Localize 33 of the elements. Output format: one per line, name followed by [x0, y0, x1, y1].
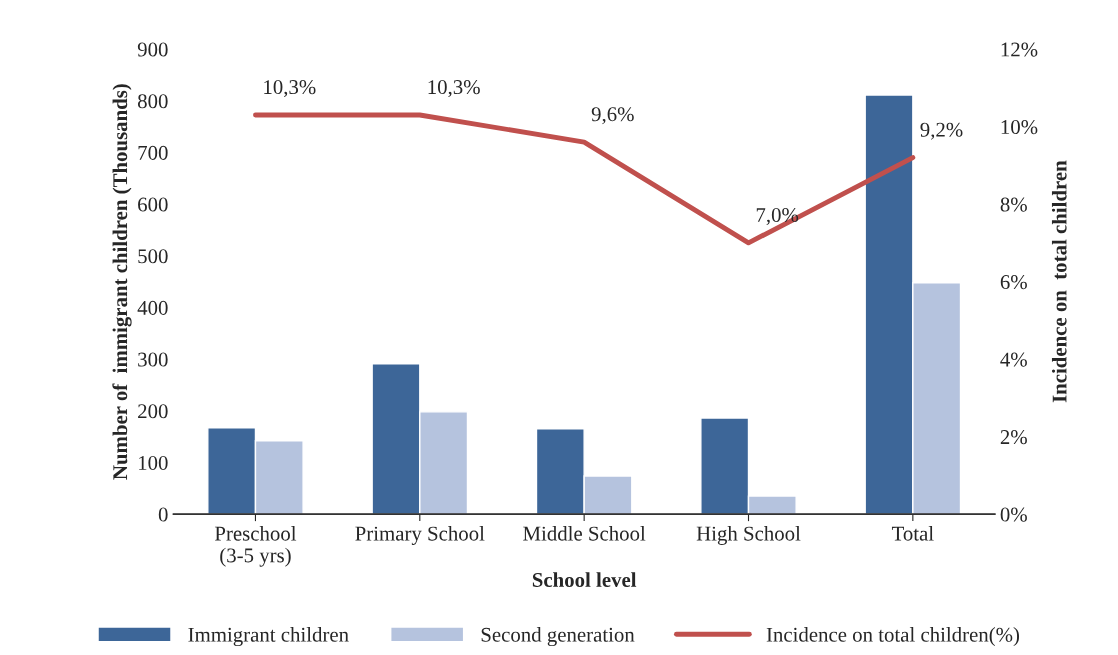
x-tick-label: Middle School: [523, 525, 646, 541]
y-tick-label: 800: [137, 94, 168, 109]
x-tick-label: Preschool (3-5 yrs): [214, 525, 297, 567]
y2-tick-label: 10%: [1001, 120, 1038, 135]
y-tick-label: 200: [138, 404, 168, 419]
y-tick-label: 600: [138, 197, 168, 212]
y-tick-label: 300: [138, 352, 168, 367]
data-label: 9,6%: [591, 107, 634, 125]
y-tick-label: 700: [138, 145, 168, 160]
x-tick-label: Primary School: [355, 525, 485, 545]
data-label: 10,3%: [264, 80, 316, 98]
y-axis-title: Number of immigrant children (Thousands): [112, 84, 132, 480]
legend-label: Immigrant children: [188, 627, 349, 647]
data-label: 10,3%: [428, 80, 480, 98]
y-tick-label: 100: [139, 455, 168, 470]
y-tick-label: 0: [158, 507, 168, 522]
y2-tick-label: 4%: [1000, 352, 1027, 367]
legend-label: Second generation: [481, 627, 635, 647]
x-tick-label: High School: [696, 525, 801, 545]
y2-axis-title: Incidence on total children: [1051, 160, 1067, 403]
y-tick-label: 400: [137, 300, 168, 315]
data-label: 7,0%: [756, 207, 799, 225]
y2-tick-label: 8%: [1000, 197, 1027, 212]
y-tick-label: 500: [138, 249, 168, 264]
y2-tick-label: 0%: [1000, 507, 1027, 522]
legend-label: Incidence on total children(%): [766, 627, 1020, 647]
data-label: 9,2%: [920, 122, 963, 140]
y2-tick-label: 6%: [1000, 275, 1027, 290]
x-tick-label: Total: [891, 525, 934, 541]
y2-tick-label: 2%: [1000, 430, 1027, 445]
x-axis-title: School level: [532, 572, 637, 587]
y2-tick-label: 12%: [1001, 42, 1038, 57]
y-tick-label: 900: [137, 42, 168, 57]
